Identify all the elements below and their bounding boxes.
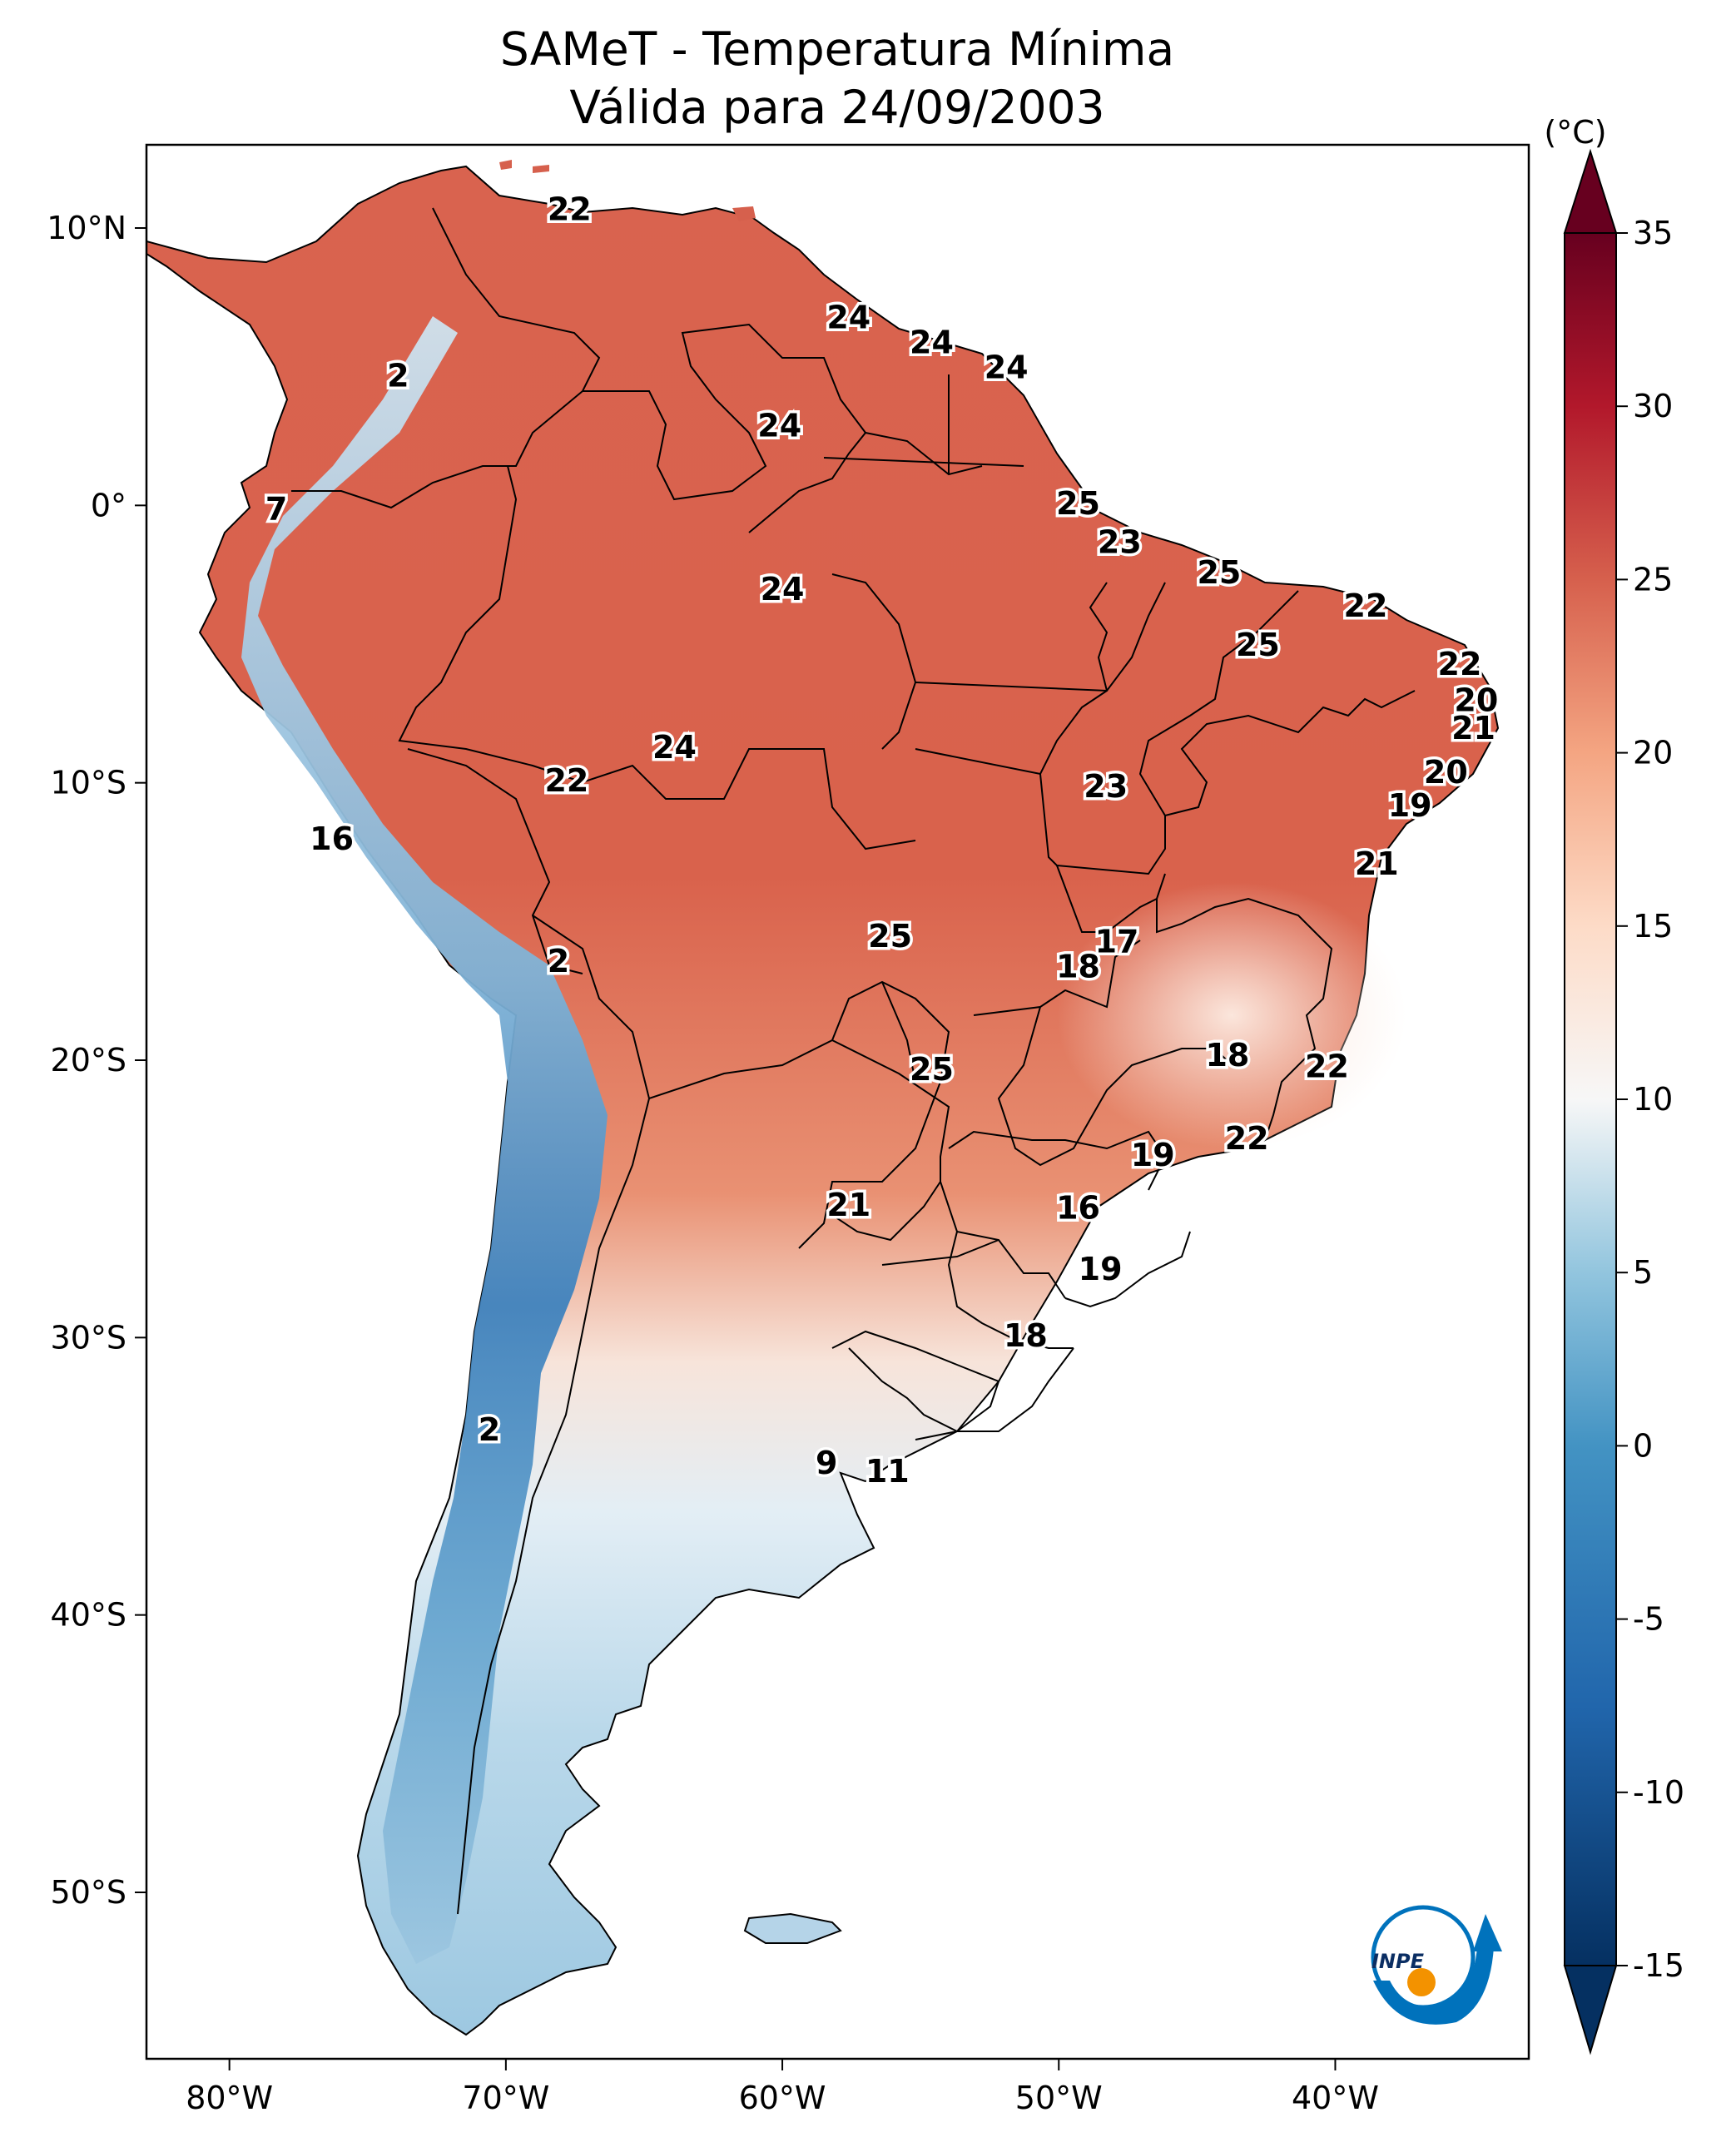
longitude-axis: 80°W 70°W 60°W 50°W 40°W: [186, 2059, 1379, 2116]
andes-cold-band: [241, 316, 608, 1964]
temperature-label: 2: [387, 358, 409, 394]
temperature-label: 22: [1305, 1049, 1349, 1085]
x-tick-label: 50°W: [1015, 2080, 1103, 2116]
temperature-label: 24: [985, 350, 1029, 386]
temperature-label: 21: [826, 1187, 870, 1223]
temperature-label: 20: [1424, 754, 1468, 791]
colorbar-ticks: 35 30 25 20 15 10 5 0 -5 -10 -15: [1616, 215, 1684, 1984]
colorbar-tick-label: -15: [1633, 1947, 1684, 1984]
temperature-label: 24: [757, 408, 801, 444]
map-title-line1: SAMeT - Temperatura Mínima: [500, 22, 1174, 76]
temperature-label: 2: [548, 943, 569, 979]
latitude-axis: 10°N 0° 10°S 20°S 30°S 40°S 50°S: [47, 210, 146, 1911]
temperature-label: 11: [866, 1453, 910, 1490]
y-tick-label: 40°S: [51, 1597, 126, 1634]
temperature-label: 17: [1095, 924, 1139, 960]
country-borders: [291, 207, 1416, 1915]
colorbar-max-extend-arrow: [1563, 148, 1618, 234]
temperature-label: 25: [868, 918, 912, 955]
y-tick-label: 10°N: [47, 210, 126, 246]
temperature-label: 25: [910, 1051, 954, 1088]
colorbar-min-extend-arrow: [1563, 1965, 1618, 2055]
colorbar-tick-label: -10: [1633, 1774, 1684, 1811]
temperature-label: 21: [1355, 845, 1399, 882]
temperature-label: 25: [1236, 627, 1280, 663]
colorbar-gradient: [1564, 232, 1617, 1966]
colorbar-tick-label: 30: [1633, 388, 1673, 424]
temperature-label: 22: [1438, 646, 1482, 682]
temperature-label: 24: [761, 571, 805, 607]
colorbar-tick-label: 25: [1633, 561, 1673, 598]
temperature-label: 24: [826, 300, 870, 336]
temperature-label: 20: [1454, 682, 1498, 719]
x-tick-label: 80°W: [186, 2080, 273, 2116]
temperature-label: 16: [1056, 1190, 1100, 1227]
colorbar-tick-label: 20: [1633, 735, 1673, 771]
falkland-islands: [743, 1912, 842, 1944]
y-tick-label: 10°S: [51, 765, 126, 801]
temperature-label: 18: [1205, 1037, 1249, 1074]
inpe-logo-text: INPE: [1371, 1950, 1425, 1973]
x-tick-label: 70°W: [462, 2080, 549, 2116]
map-panel: [145, 143, 1530, 2060]
temperature-label: 23: [1084, 768, 1128, 805]
temperature-label: 25: [1197, 554, 1241, 591]
temperature-label: 21: [1451, 710, 1495, 746]
temperature-label: 18: [1056, 949, 1100, 985]
colorbar-tick-label: 0: [1633, 1427, 1653, 1464]
y-tick-label: 30°S: [51, 1319, 126, 1356]
temperature-label: 19: [1388, 787, 1432, 824]
colorbar-tick-label: 10: [1633, 1081, 1673, 1118]
temperature-label: 24: [652, 729, 697, 766]
temperature-label: 16: [310, 821, 354, 857]
highland-cool-area: [1057, 882, 1406, 1148]
x-tick-label: 60°W: [739, 2080, 826, 2116]
temperature-label: 2: [479, 1411, 500, 1448]
map-frame: [145, 143, 1530, 2060]
colorbar: (°C) 35 30 25 20 15 10 5 0 -5 -10 -15: [1544, 114, 1684, 2055]
temperature-label: 24: [910, 325, 954, 361]
temperature-label: 22: [1225, 1120, 1269, 1157]
temperature-label: 19: [1079, 1251, 1123, 1287]
y-tick-label: 0°: [91, 487, 126, 523]
x-tick-label: 40°W: [1292, 2080, 1379, 2116]
colorbar-tick-label: 5: [1633, 1254, 1653, 1291]
map-title-line2: Válida para 24/09/2003: [569, 81, 1104, 134]
temperature-label: 22: [544, 762, 588, 799]
y-tick-label: 50°S: [51, 1874, 126, 1911]
temperature-label: 19: [1131, 1137, 1175, 1173]
temperature-label: 23: [1098, 524, 1142, 561]
temperature-label: 18: [1004, 1317, 1048, 1354]
temperature-label: 22: [548, 191, 592, 228]
inpe-logo-icon: INPE: [1371, 1905, 1502, 2025]
y-tick-label: 20°S: [51, 1042, 126, 1078]
inpe-logo-dot: [1407, 1968, 1436, 1996]
colorbar-unit: (°C): [1544, 114, 1606, 151]
temperature-label: 9: [816, 1445, 837, 1481]
temperature-label: 7: [265, 491, 287, 528]
colorbar-tick-label: 35: [1633, 215, 1673, 251]
temperature-label: 25: [1056, 485, 1100, 522]
colorbar-tick-label: -5: [1633, 1601, 1664, 1638]
colorbar-tick-label: 15: [1633, 908, 1673, 945]
temperature-label: 22: [1344, 588, 1388, 624]
